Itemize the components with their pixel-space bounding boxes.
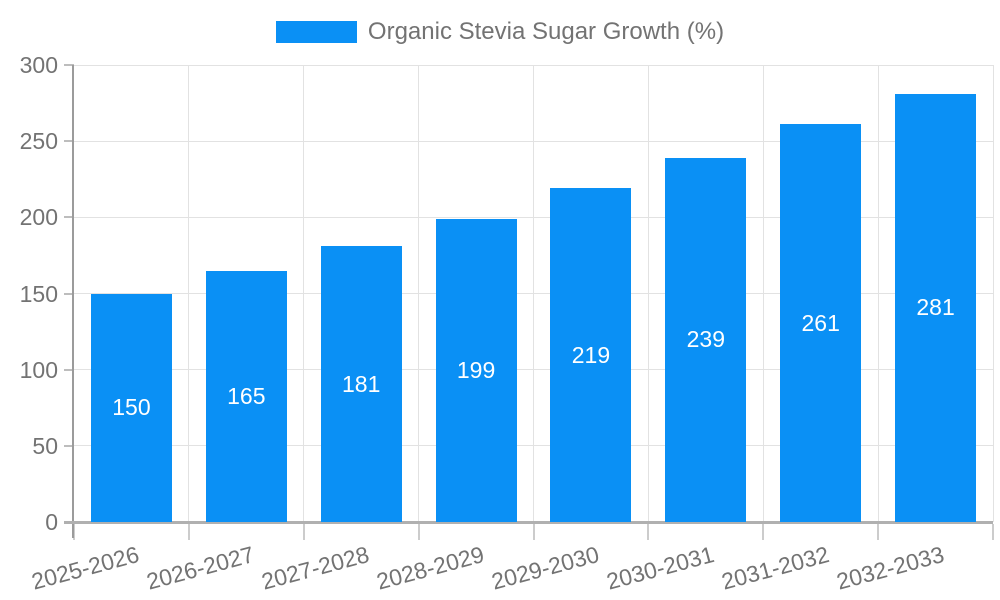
x-tick-label: 2030-2031: [603, 541, 717, 595]
plot-area: 150 165 181 199 219 239 261 281: [64, 64, 994, 540]
y-axis-tick: [64, 368, 74, 371]
bar-value-label: 199: [456, 356, 496, 383]
x-tick-label: 2027-2028: [258, 541, 372, 595]
x-axis-tick: [187, 524, 190, 540]
bar-value-label: 181: [342, 370, 381, 397]
x-axis-line: [64, 521, 993, 524]
x-axis-tick: [417, 524, 420, 540]
x-axis-tick: [302, 524, 305, 540]
vertical-gridline: [992, 65, 994, 522]
vertical-gridline: [533, 65, 534, 522]
y-axis-tick: [64, 444, 74, 447]
y-tick-label: 150: [19, 280, 58, 307]
vertical-gridline: [647, 65, 649, 522]
legend: Organic Stevia Sugar Growth (%): [0, 19, 1000, 45]
bar[interactable]: 219: [550, 188, 632, 522]
bar[interactable]: 281: [895, 93, 977, 522]
bar[interactable]: 261: [780, 124, 862, 522]
x-tick-label: 2028-2029: [373, 541, 487, 595]
y-tick-label: 300: [19, 52, 58, 78]
x-axis-tick: [532, 524, 535, 540]
x-axis-tick: [73, 524, 75, 540]
y-axis-tick: [64, 292, 74, 295]
x-tick-label: 2025-2026: [29, 541, 143, 595]
vertical-gridline: [188, 65, 190, 522]
vertical-gridline: [418, 65, 420, 522]
bar-value-label: 150: [112, 394, 151, 421]
legend-label: Organic Stevia Sugar Growth (%): [367, 18, 725, 45]
y-axis-tick: [64, 140, 74, 143]
bar-value-label: 261: [801, 309, 840, 336]
x-tick-label: 2031-2032: [718, 541, 832, 595]
bar-value-label: 239: [686, 326, 725, 353]
vertical-gridline: [303, 65, 305, 522]
x-axis-tick: [877, 524, 880, 540]
legend-item[interactable]: Organic Stevia Sugar Growth (%): [275, 18, 725, 45]
x-axis-tick: [762, 524, 765, 540]
bar[interactable]: 150: [90, 293, 172, 522]
y-tick-label: 50: [32, 432, 58, 459]
vertical-gridline: [877, 65, 879, 522]
y-tick-label: 100: [19, 356, 58, 383]
bar[interactable]: 181: [320, 246, 402, 522]
x-tick-label: 2032-2033: [833, 541, 947, 595]
bar[interactable]: 239: [665, 157, 747, 522]
y-tick-label: 250: [19, 128, 58, 155]
y-axis-line: [72, 65, 74, 538]
x-axis-tick: [992, 524, 994, 540]
bar[interactable]: 199: [435, 218, 517, 522]
bar-value-label: 281: [916, 294, 955, 321]
x-tick-label: 2029-2030: [488, 541, 602, 595]
bar[interactable]: 165: [205, 270, 287, 522]
vertical-gridline: [762, 65, 764, 522]
bar-value-label: 165: [227, 382, 266, 409]
y-axis-tick: [64, 216, 74, 219]
x-tick-label: 2026-2027: [144, 541, 258, 595]
y-axis-tick: [64, 64, 74, 66]
legend-marker-swatch: [275, 21, 357, 43]
x-axis-tick: [647, 524, 650, 540]
y-tick-label: 200: [19, 204, 58, 231]
y-tick-label: 0: [45, 509, 58, 535]
bar-value-label: 219: [571, 341, 611, 368]
